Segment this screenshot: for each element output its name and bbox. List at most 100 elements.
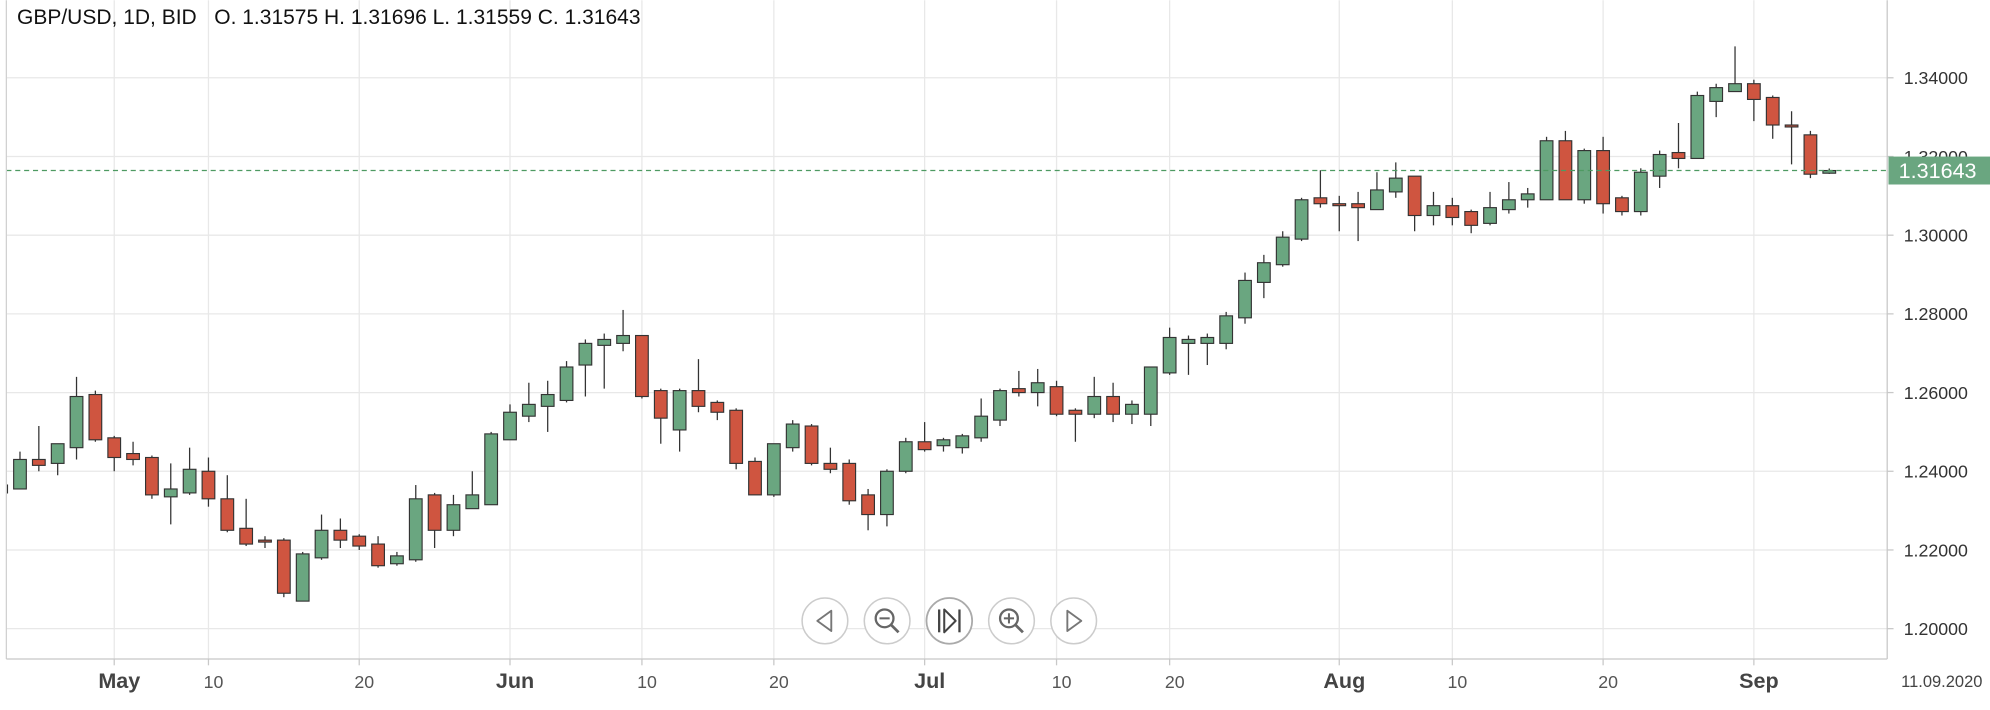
candle-body (936, 439, 951, 447)
candle-body (1313, 197, 1328, 205)
low-value: 1.31559 (455, 6, 532, 29)
candle-body (1746, 83, 1761, 101)
candle-body (597, 338, 612, 346)
x-end-label: 11.09.2020 (1901, 673, 1982, 691)
candle-body (1030, 382, 1045, 394)
candle-body (804, 425, 819, 464)
grid (6, 0, 1888, 659)
close-value: 1.31643 (564, 6, 641, 29)
candle-body (1162, 336, 1177, 374)
axes: 11.09.2020 1.20000 1.22000 1.24000 1.26000 1… (5, 0, 1990, 693)
zoom-out-button[interactable] (863, 597, 911, 645)
candle-body (126, 452, 140, 461)
candle-body (578, 342, 593, 366)
last-price-label: 1.31643 (1899, 158, 1977, 183)
candle-body (258, 539, 272, 543)
candle-body (1464, 211, 1479, 226)
candle-body (1332, 203, 1347, 207)
candle-body (1125, 403, 1139, 415)
x-tick-label: Jun (496, 668, 534, 693)
y-tick-label: 1.20000 (1904, 619, 1968, 639)
candle-body (31, 458, 46, 466)
candle-body (1351, 203, 1366, 209)
candle-body (710, 401, 725, 413)
x-tick-label: Jul (914, 668, 945, 693)
candle-body (1106, 395, 1121, 415)
candle-body (1426, 205, 1441, 217)
candle-body (1445, 205, 1460, 219)
candle-body (390, 555, 404, 565)
candle-body (1294, 199, 1309, 240)
candle-body (1200, 336, 1215, 344)
candle-body (503, 411, 517, 441)
candle-body (1068, 409, 1083, 415)
open-value: 1.31575 (242, 6, 319, 29)
candle-body (1483, 207, 1497, 224)
candle-body (1238, 279, 1252, 319)
candle-body (1728, 83, 1742, 93)
candle-body (50, 443, 65, 464)
candle-body (220, 498, 235, 531)
candle-body (823, 462, 838, 470)
candle-body (427, 494, 442, 531)
symbol: GBP/USD, 1D, BID (17, 6, 197, 29)
candle-body (898, 441, 913, 472)
candle-body (1765, 96, 1780, 126)
x-tick-label: 10 (637, 672, 657, 692)
scroll-left-button[interactable] (801, 597, 849, 645)
high-value: 1.31696 (350, 6, 427, 29)
candle-body (484, 433, 499, 506)
candle-body (1671, 151, 1686, 160)
x-tick-label: Aug (1323, 668, 1365, 693)
candle-body (691, 390, 706, 407)
candle-body (201, 470, 216, 500)
y-tick-label: 1.22000 (1904, 540, 1968, 560)
candle-body (408, 498, 423, 561)
zoom-in-button[interactable] (987, 597, 1036, 645)
candle-body (1388, 177, 1403, 193)
candle-body (314, 529, 329, 559)
candle-body (1501, 199, 1516, 211)
y-tick-label: 1.24000 (1904, 462, 1968, 482)
candle-body (1709, 87, 1724, 102)
candle-body (163, 488, 178, 498)
x-tick-label: 10 (1448, 672, 1468, 692)
candle-body (1577, 150, 1592, 201)
candle-body (1143, 366, 1158, 415)
nav-buttons (801, 597, 1098, 645)
candle-body (1784, 124, 1799, 128)
x-tick-label: 10 (1052, 672, 1072, 692)
candle-body (295, 553, 310, 602)
candle-body (144, 456, 159, 496)
candle-body (1652, 153, 1667, 177)
close-label: C. (537, 6, 559, 29)
candle-body (1690, 94, 1705, 160)
candle-body (559, 366, 574, 402)
candle-body (748, 460, 762, 496)
x-tick-label: 20 (354, 672, 374, 692)
reset-button[interactable] (925, 597, 974, 645)
candle-body (276, 539, 291, 594)
candle-body (1049, 386, 1064, 415)
scroll-right-button[interactable] (1050, 597, 1098, 645)
candle-body (1087, 395, 1102, 415)
candle-body (540, 393, 555, 407)
candle-body (1803, 134, 1818, 175)
candle-body (239, 527, 254, 545)
candle-body (13, 458, 27, 490)
candle-body (1407, 175, 1422, 217)
candle-body (1256, 262, 1271, 283)
candle-body (1633, 171, 1648, 213)
candles (6, 46, 1888, 602)
candle-body (446, 504, 461, 531)
y-tick-label: 1.30000 (1904, 226, 1968, 246)
candle-body (653, 390, 668, 419)
candle-body (1181, 338, 1196, 344)
x-tick-label: 20 (1165, 672, 1185, 692)
candle-body (88, 393, 103, 441)
candle-body (635, 334, 649, 398)
candle-body (465, 494, 480, 510)
y-tick-label: 1.26000 (1904, 383, 1968, 403)
candle-body (993, 390, 1007, 421)
